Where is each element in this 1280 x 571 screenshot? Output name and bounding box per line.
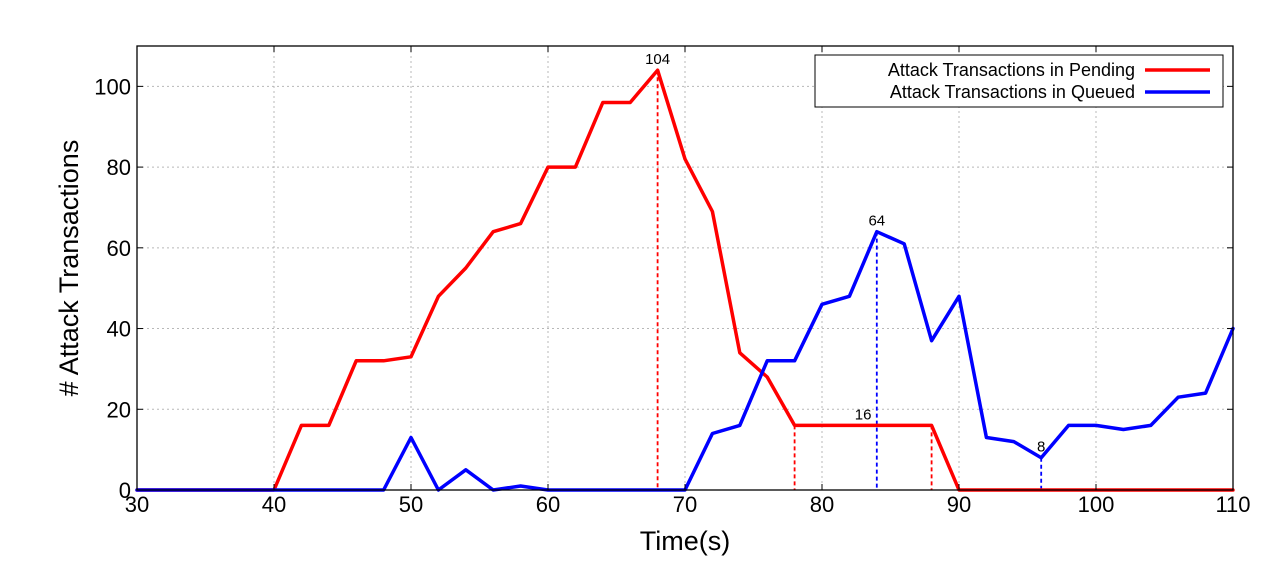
legend-label-queued: Attack Transactions in Queued [890,82,1135,102]
annotation-label: 8 [1037,439,1045,456]
x-tick-label: 110 [1215,492,1250,517]
x-tick-label: 50 [399,492,423,517]
y-tick-label: 40 [107,317,131,342]
y-tick-label: 20 [107,397,131,422]
x-tick-label: 30 [125,492,149,517]
x-tick-label: 40 [262,492,286,517]
annotation-label: 16 [855,406,872,423]
legend-label-pending: Attack Transactions in Pending [888,60,1135,80]
x-tick-label: 70 [673,492,697,517]
guide-lines [656,70,1043,490]
x-axis-title: Time(s) [640,526,730,556]
x-tick-label: 60 [536,492,560,517]
x-tick-label: 100 [1078,492,1115,517]
y-tick-label: 80 [107,155,131,180]
y-tick-label: 0 [119,478,131,503]
legend: Attack Transactions in Pending Attack Tr… [814,54,1224,108]
annotation-label: 64 [868,213,885,230]
legend-box [814,54,1224,108]
x-tick-label: 80 [810,492,834,517]
y-tick-label: 100 [94,74,131,99]
annotations: 104 64 8 16 [645,51,1045,455]
y-tick-label: 60 [107,236,131,261]
x-tick-label: 90 [947,492,971,517]
axis-ticks: 30 40 50 60 70 80 90 100 110 0 20 40 60 80 100 [94,46,1251,517]
y-axis-title: # Attack Transactions [54,140,84,397]
grid [137,46,1233,490]
annotation-label: 104 [645,51,670,68]
